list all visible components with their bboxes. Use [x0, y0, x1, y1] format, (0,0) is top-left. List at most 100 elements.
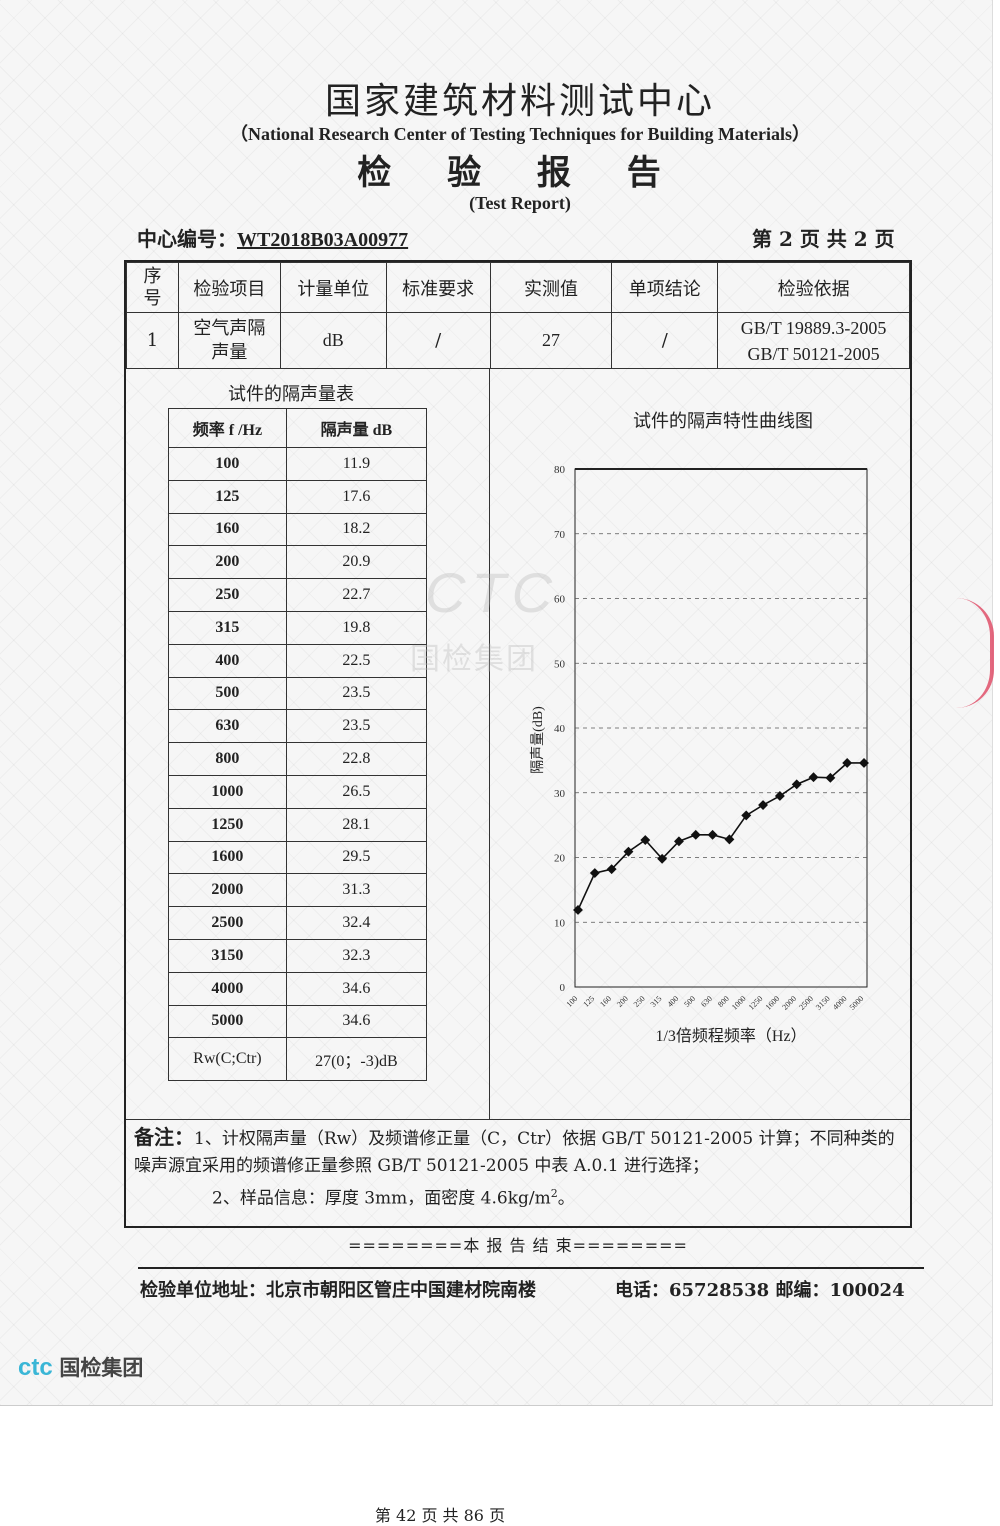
data-point [842, 758, 853, 768]
page-number: 第 42 页 共 86 页 [374, 1506, 506, 1525]
y-tick-label: 40 [554, 723, 566, 735]
x-tick-label: 3150 [814, 994, 832, 1012]
data-point [825, 772, 836, 783]
frequency-cell: 100 [168, 447, 287, 481]
frequency-cell: 400 [168, 643, 287, 678]
table-row: 125 17.6 [168, 479, 428, 514]
header-cell: 标准要求 [385, 262, 491, 313]
center-number-value: WT2018B03A00977 [237, 229, 409, 251]
center-number: 中心编号：WT2018B03A00977 [137, 223, 408, 252]
x-tick-label: 125 [581, 994, 596, 1009]
logo-mark: ctc [18, 1354, 53, 1381]
table-row: 3150 32.3 [168, 938, 428, 973]
page-info: 第 2 页 共 2 页 [752, 227, 895, 251]
table-row: 100 11.9 [168, 447, 428, 481]
sound-table-title: 试件的隔声量表 [228, 384, 354, 405]
table-row: 500 23.5 [168, 676, 428, 711]
header-cell: 检验项目 [177, 262, 281, 313]
note-2-end: 。 [557, 1188, 575, 1209]
y-axis-label: 隔声量(dB) [530, 706, 546, 774]
x-axis-label: 1/3倍频程频率（Hz） [655, 1027, 806, 1045]
header-cell: 实测值 [489, 262, 613, 313]
table-row: 1600 29.5 [168, 840, 428, 875]
insulation-cell: 22.5 [285, 643, 428, 678]
y-tick-label: 70 [554, 529, 566, 541]
x-tick-label: 500 [682, 994, 697, 1009]
basis-standard-2: GB/T 50121-2005 [747, 343, 880, 364]
insulation-cell: 32.4 [285, 906, 428, 940]
x-tick-label: 1250 [747, 994, 765, 1012]
conclusion-cell: / [611, 312, 719, 369]
footer-address: 检验单位地址：北京市朝阳区管庄中国建材院南楼 [140, 1280, 536, 1301]
y-tick-label: 80 [554, 464, 566, 476]
frequency-cell: 5000 [168, 1004, 287, 1039]
measured-value: 27 [489, 312, 613, 369]
sound-table-header: 频率 f /Hz 隔声量 dB [168, 408, 428, 448]
table-row: 1 空气声隔声量 dB / 27 / GB/T 19889.3-2005 GB/… [126, 312, 910, 369]
note-1: 1、计权隔声量（Rw）及频谱修正量（C，Ctr）依据 GB/T 50121-20… [134, 1129, 895, 1176]
y-tick-label: 0 [560, 982, 566, 994]
footer-rule [138, 1267, 924, 1269]
data-point [623, 846, 634, 857]
x-tick-label: 315 [649, 994, 664, 1009]
data-point [724, 834, 735, 845]
insulation-cell: 28.1 [285, 807, 428, 842]
seal-stamp [956, 598, 994, 708]
chart-title: 试件的隔声特性曲线图 [633, 411, 813, 431]
x-tick-label: 800 [716, 994, 731, 1009]
insulation-cell: 18.2 [285, 512, 428, 547]
frequency-cell: 200 [168, 545, 287, 580]
header-cell: 序号 [126, 262, 179, 313]
frequency-cell: 800 [168, 742, 287, 776]
divider [489, 368, 490, 1120]
header-cell: 单项结论 [611, 262, 719, 313]
frequency-cell: 2500 [168, 906, 287, 940]
data-point [791, 779, 802, 790]
row-number: 1 [126, 312, 179, 369]
insulation-cell: 20.9 [285, 545, 428, 580]
table-row: 5000 34.6 [168, 1004, 428, 1039]
table-row: 315 19.8 [168, 610, 428, 645]
test-item: 空气声隔声量 [177, 312, 281, 369]
test-summary-table: 序号 检验项目 计量单位 标准要求 实测值 单项结论 检验依据 1 空气声隔声量… [126, 262, 910, 369]
report-title: 检 验 报 告 [357, 153, 683, 193]
x-tick-label: 2000 [780, 994, 798, 1012]
institution-title: 国家建筑材料测试中心 [324, 81, 715, 122]
insulation-cell: 23.5 [285, 676, 428, 711]
frequency-cell: 1250 [168, 807, 287, 842]
data-point [690, 829, 701, 840]
frequency-cell: 125 [168, 479, 287, 514]
x-tick-label: 4000 [831, 994, 849, 1012]
insulation-cell: 31.3 [285, 873, 428, 908]
report-sheet [0, 0, 993, 1406]
divider [126, 1119, 910, 1120]
data-point [859, 758, 869, 768]
insulation-cell: 26.5 [285, 774, 428, 809]
rw-label: Rw(C;Ctr) [168, 1037, 287, 1082]
frequency-cell: 500 [168, 676, 287, 711]
insulation-cell: 11.9 [285, 447, 428, 481]
table-row: 2000 31.3 [168, 873, 428, 908]
x-tick-label: 1600 [764, 994, 782, 1012]
data-point [673, 836, 684, 847]
frequency-cell: 2000 [168, 873, 287, 908]
data-point [589, 868, 600, 878]
frequency-cell: 4000 [168, 971, 287, 1006]
x-tick-label: 100 [565, 994, 580, 1009]
x-tick-label: 5000 [848, 994, 866, 1012]
report-frame [124, 260, 912, 1228]
table-row: 1250 28.1 [168, 807, 428, 842]
y-tick-label: 50 [554, 658, 566, 670]
insulation-cell: 34.6 [285, 971, 428, 1006]
insulation-cell: 23.5 [285, 709, 428, 744]
y-tick-label: 20 [554, 853, 566, 865]
institution-title-en: （National Research Center of Testing Tec… [229, 124, 811, 144]
table-row: 1000 26.5 [168, 774, 428, 809]
sound-insulation-table: 频率 f /Hz 隔声量 dB 100 11.9 125 17.6 160 18.2 200… [168, 408, 428, 1082]
x-tick-label: 630 [699, 994, 714, 1009]
table-row: 400 22.5 [168, 643, 428, 678]
data-point [758, 800, 769, 811]
table-row: 2500 32.4 [168, 906, 428, 940]
insulation-cell: 32.3 [285, 938, 428, 973]
